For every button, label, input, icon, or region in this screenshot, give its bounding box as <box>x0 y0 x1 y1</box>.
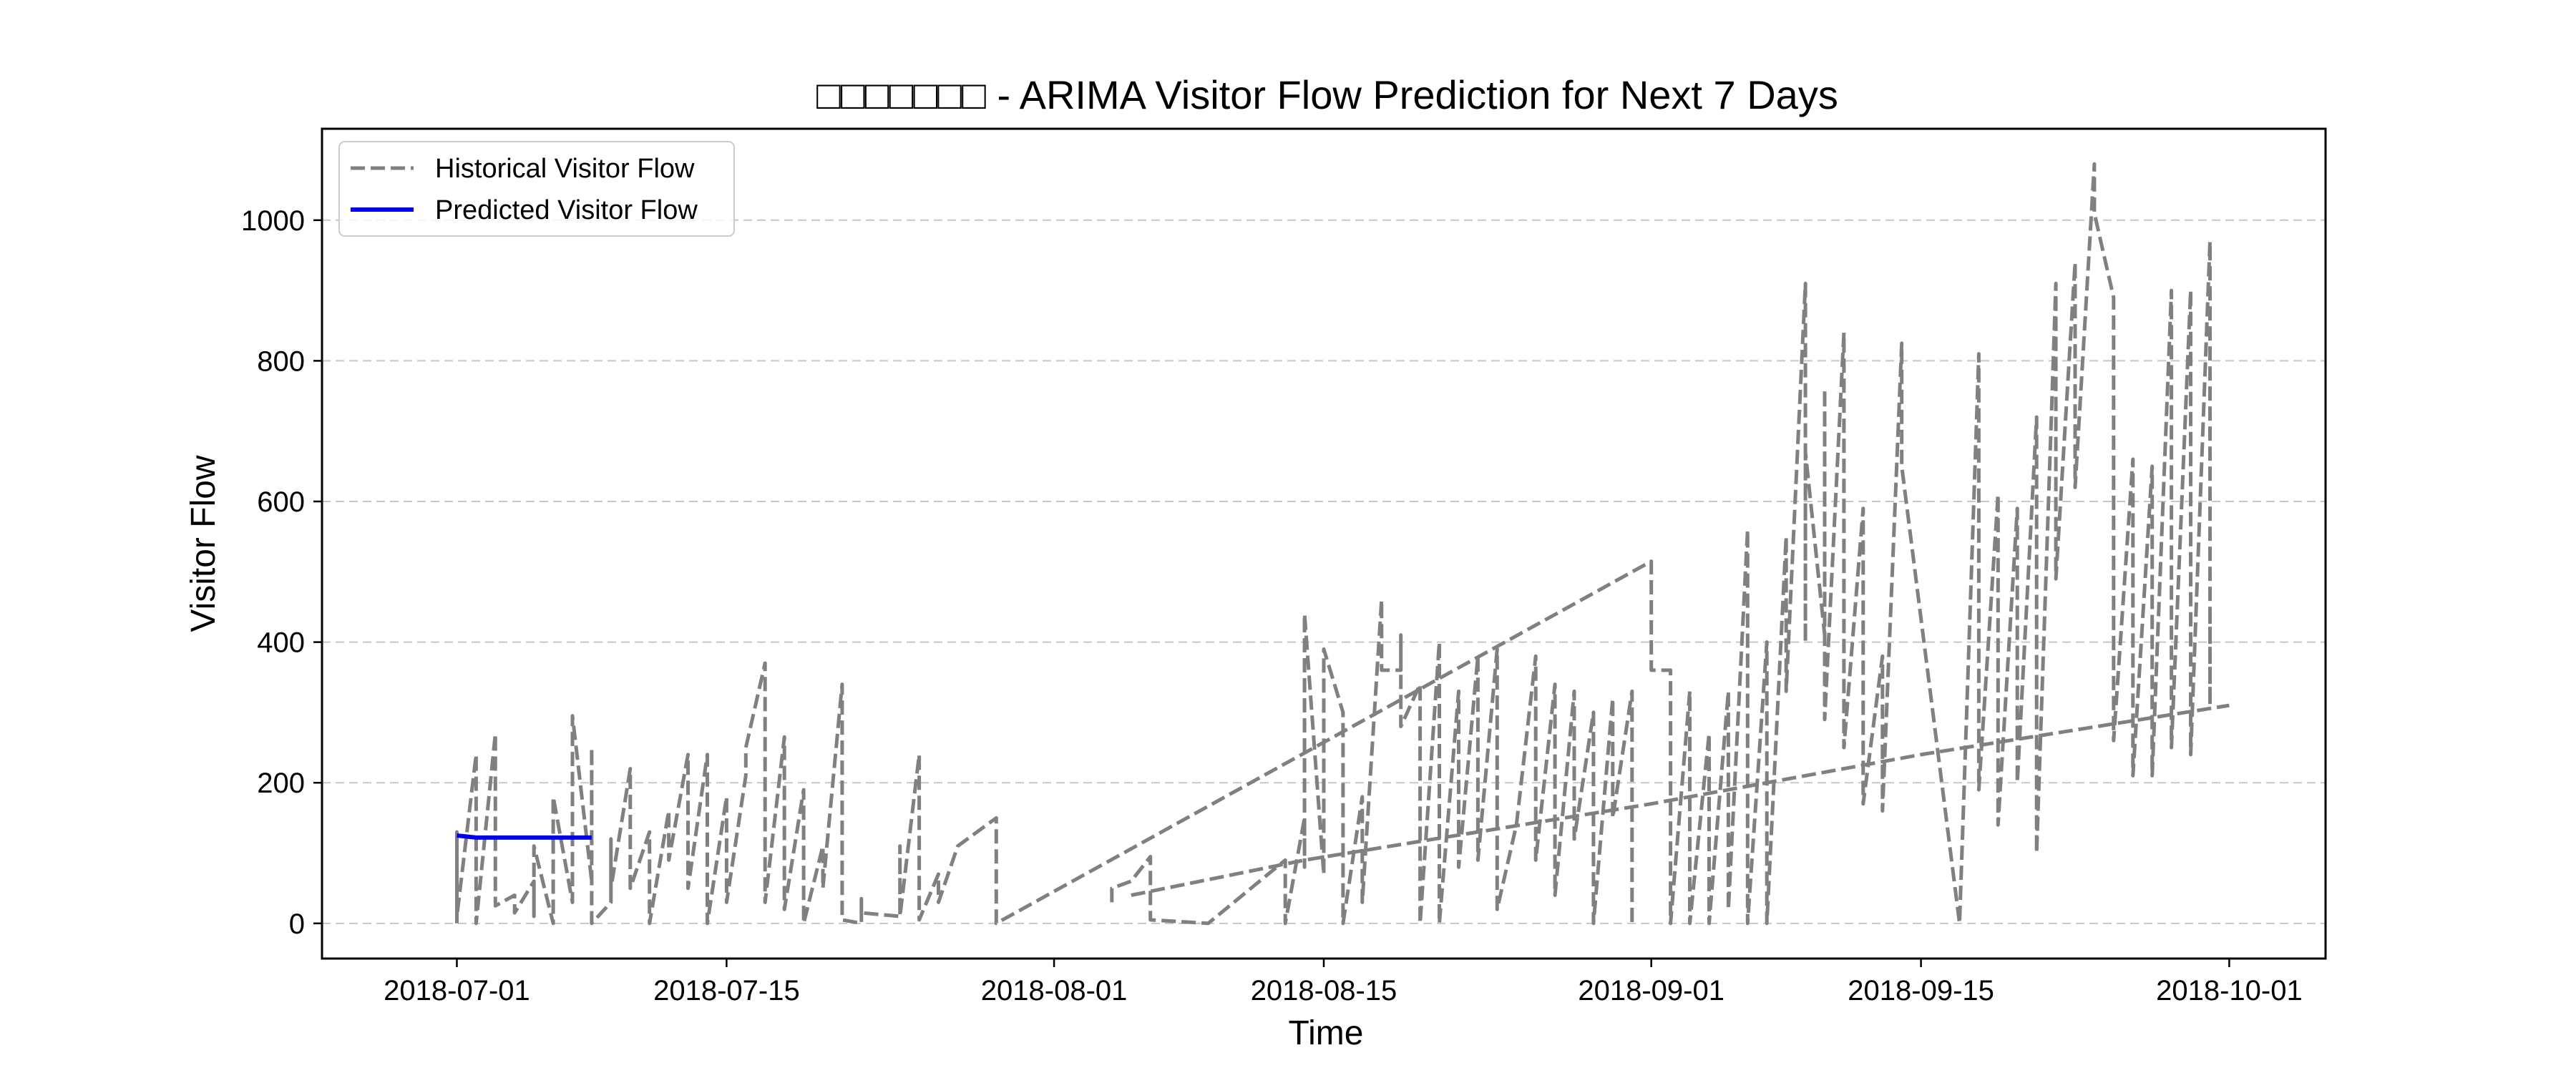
legend: Historical Visitor Flow Predicted Visitor… <box>338 141 735 237</box>
x-tick-label: 2018-08-01 <box>981 975 1128 1006</box>
y-tick-label: 1000 <box>241 205 305 237</box>
y-axis-label: Visitor Flow <box>185 455 223 632</box>
predicted-visitor-flow-line-3 <box>457 833 592 840</box>
y-tick-label: 400 <box>257 627 305 659</box>
legend-label-predicted-visitor-flow: Predicted Visitor Flow <box>435 195 698 225</box>
y-tick-label: 600 <box>257 486 305 518</box>
x-tick-label: 2018-09-15 <box>1848 975 1994 1006</box>
x-tick-label: 2018-08-15 <box>1251 975 1397 1006</box>
x-tick-label: 2018-09-01 <box>1578 975 1724 1006</box>
x-axis-label: Time <box>1289 1014 1364 1052</box>
y-tick-label: 200 <box>257 768 305 799</box>
historical-visitor-flow-line-2 <box>1131 703 2230 897</box>
legend-box <box>338 141 735 237</box>
legend-entries: Historical Visitor Flow Predicted Visitor… <box>351 154 698 225</box>
chart-title: □□□□□□□ - ARIMA Visitor Flow Prediction … <box>816 72 1838 117</box>
x-tick-label: 2018-07-15 <box>653 975 800 1006</box>
plot-frame <box>321 127 2327 960</box>
x-tick-label: 2018-07-01 <box>384 975 530 1006</box>
legend-label-historical-visitor-flow: Historical Visitor Flow <box>435 154 695 184</box>
y-axis: 0 200 400 600 800 1000 <box>241 205 322 940</box>
y-tick-label: 0 <box>289 908 305 940</box>
historical-visitor-flow-line-1 <box>1110 598 1634 926</box>
historical-visitor-flow-line-0 <box>455 162 2212 926</box>
x-tick-label: 2018-10-01 <box>2156 975 2303 1006</box>
series-layer <box>455 162 2230 926</box>
y-tick-label: 800 <box>257 346 305 377</box>
x-axis: 2018-07-01 2018-07-15 2018-08-01 2018-08-15… <box>384 959 2303 1006</box>
